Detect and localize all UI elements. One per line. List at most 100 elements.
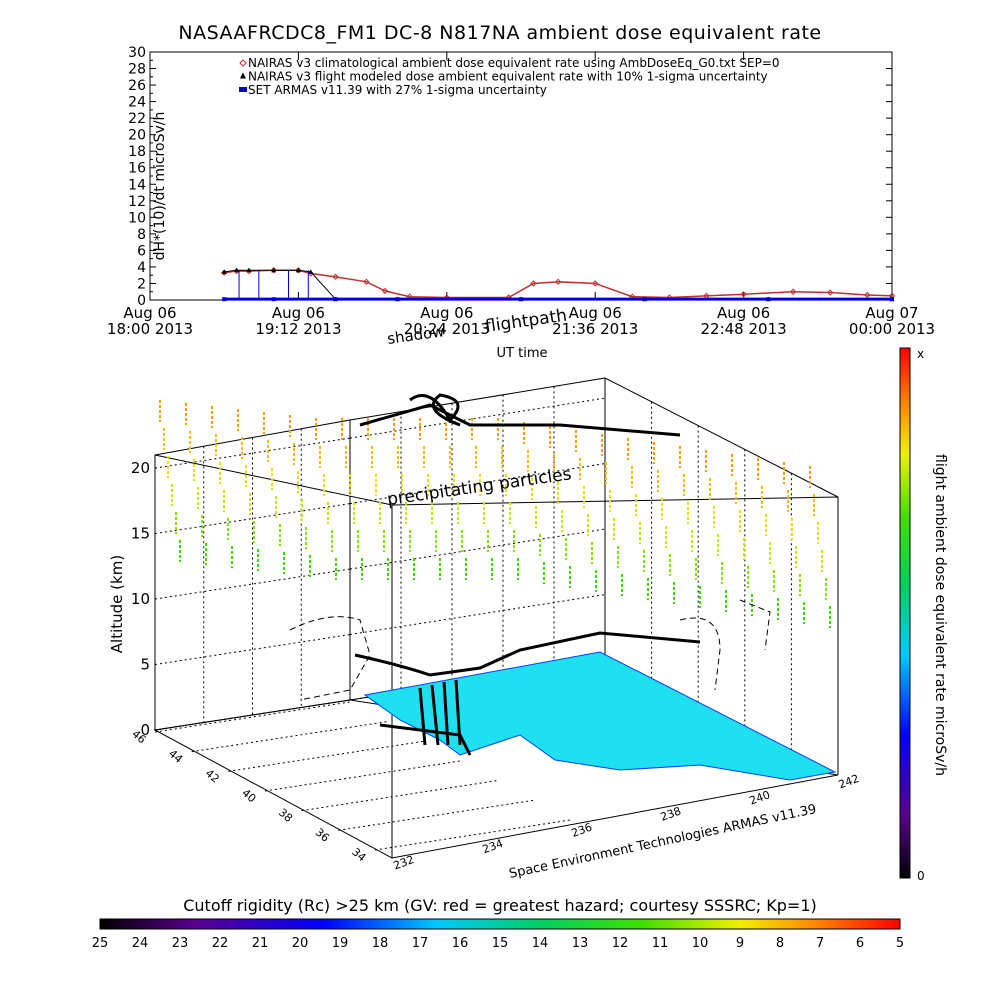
rigidity-tick-label: 5 — [896, 936, 904, 951]
y-tick-label: 18 — [128, 144, 146, 160]
rigidity-tick-label: 19 — [332, 936, 349, 951]
colorbar-label: flight ambient dose equivalent rate micr… — [932, 454, 948, 776]
legend-label: NAIRAS v3 climatological ambient dose eq… — [248, 56, 780, 70]
lat-gridline — [301, 780, 497, 812]
legend: NAIRAS v3 climatological ambient dose eq… — [239, 56, 780, 97]
series-point — [332, 273, 339, 281]
shadow-annotation: shadow — [386, 322, 445, 348]
rigidity-tick-label: 12 — [612, 936, 629, 951]
rigidity-tick-label: 24 — [132, 936, 149, 951]
rigidity-ticks: 25 24 23 22 21 20 19 18 17 16 15 14 13 12 11 10 9 8 7 6 5 — [92, 936, 904, 951]
flightpath-segment — [354, 631, 701, 677]
rigidity-tick-label: 13 — [572, 936, 589, 951]
rigidity-tick-label: 10 — [692, 936, 709, 951]
series-point — [381, 287, 389, 295]
rigidity-tick-label: 6 — [856, 936, 864, 951]
series-point — [246, 267, 252, 273]
y-tick-label: 30 — [128, 45, 146, 61]
series-point — [395, 297, 400, 302]
series-point — [271, 267, 277, 273]
x-tick-label-time: 00:00 2013 — [849, 320, 935, 338]
lat-gridline — [228, 740, 424, 772]
series-point — [530, 280, 537, 287]
chart-title: NASAAFRCDC8_FM1 DC-8 N817NA ambient dose… — [178, 22, 822, 44]
series-point — [308, 269, 314, 274]
series-point — [221, 269, 227, 274]
y-tick-label: 6 — [137, 243, 146, 259]
x-tick-label-date: Aug 07 — [865, 304, 918, 322]
altitude-gridline — [349, 463, 606, 505]
rigidity-gradient — [99, 918, 901, 930]
series-point — [740, 291, 747, 298]
altitude-gridline — [349, 397, 606, 439]
altitude-tick-label: 10 — [131, 590, 150, 608]
lat-gridline — [374, 819, 571, 851]
x-tick-label-date: Aug 06 — [272, 304, 325, 322]
x-tick-label-time: 18:00 2013 — [107, 320, 193, 338]
legend-marker — [239, 59, 247, 67]
altitude-tick-label: 0 — [140, 721, 150, 739]
rigidity-tick-label: 23 — [172, 936, 189, 951]
shadow-segment — [679, 617, 721, 691]
lat-tick-label: 40 — [239, 786, 258, 805]
lat-tick-label: 42 — [203, 767, 222, 786]
y-tick-label: 16 — [128, 161, 146, 177]
rigidity-tick-label: 20 — [292, 936, 309, 951]
lat-gridline — [191, 721, 387, 753]
series-point — [890, 297, 894, 302]
rigidity-tick-label: 17 — [412, 936, 429, 951]
x-tick-label-time: 19:12 2013 — [255, 320, 341, 338]
x-tick-label-date: Aug 06 — [569, 304, 622, 322]
x-tick-label-time: 21:36 2013 — [552, 320, 638, 338]
y-tick-label: 2 — [137, 276, 146, 292]
series-point — [333, 297, 338, 302]
series-point — [295, 267, 302, 274]
altitude-gridline — [349, 528, 606, 570]
y-tick-label: 12 — [128, 194, 146, 210]
shadow-segment — [739, 599, 771, 651]
series-point — [789, 288, 797, 295]
shadow-segment — [289, 616, 371, 701]
lon-tick-label: 236 — [570, 821, 594, 840]
flightpath — [289, 393, 771, 756]
dose-colorbar: x 0 flight ambient dose equivalent rate … — [899, 347, 948, 883]
rigidity-tick-label: 7 — [816, 936, 824, 951]
lat-gridline — [338, 799, 534, 831]
front-top-edge — [154, 454, 393, 506]
rigidity-tick-label: 11 — [652, 936, 669, 951]
rigidity-tick-label: 16 — [452, 936, 469, 951]
y-tick-label: 26 — [128, 78, 146, 94]
lat-tick-label: 34 — [349, 845, 368, 864]
flightpath-segment — [379, 723, 472, 756]
grid-lines — [154, 386, 792, 851]
lat-tick-label: 38 — [276, 806, 295, 825]
lat-gridline — [154, 701, 351, 733]
x-tick-label-date: Aug 06 — [123, 304, 176, 322]
rigidity-tick-label: 22 — [212, 936, 229, 951]
lat-gridline — [264, 760, 461, 792]
altitude-label: Altitude (km) — [108, 555, 126, 653]
rigidity-tick-label: 25 — [92, 936, 109, 951]
rigidity-surface — [363, 651, 837, 781]
y-tick-label: 4 — [137, 260, 146, 276]
series-point — [271, 297, 276, 302]
y-tick-label: 10 — [128, 210, 146, 226]
y-tick-label: 22 — [128, 111, 146, 127]
x-tick-label-time: 20:24 2013 — [404, 320, 490, 338]
lat-tick-label: 36 — [313, 826, 332, 845]
series-point — [519, 297, 523, 302]
flightpath-segment — [409, 393, 461, 427]
altitude-tick-label: 15 — [131, 525, 150, 543]
y-tick-label: 0 — [137, 293, 146, 309]
flightpath-segment — [418, 679, 462, 746]
series-point — [222, 297, 227, 302]
altitude-tick-label: 5 — [140, 656, 150, 674]
altitude-tick-label: 20 — [131, 459, 150, 477]
rigidity-bar-title: Cutoff rigidity (Rc) >25 km (GV: red = g… — [183, 896, 817, 915]
series-point — [270, 267, 277, 274]
lon-tick-label: 234 — [481, 837, 505, 856]
rigidity-colorbar: 25 24 23 22 21 20 19 18 17 16 15 14 13 12 11 10 9 8 7 6 5 — [92, 918, 904, 951]
